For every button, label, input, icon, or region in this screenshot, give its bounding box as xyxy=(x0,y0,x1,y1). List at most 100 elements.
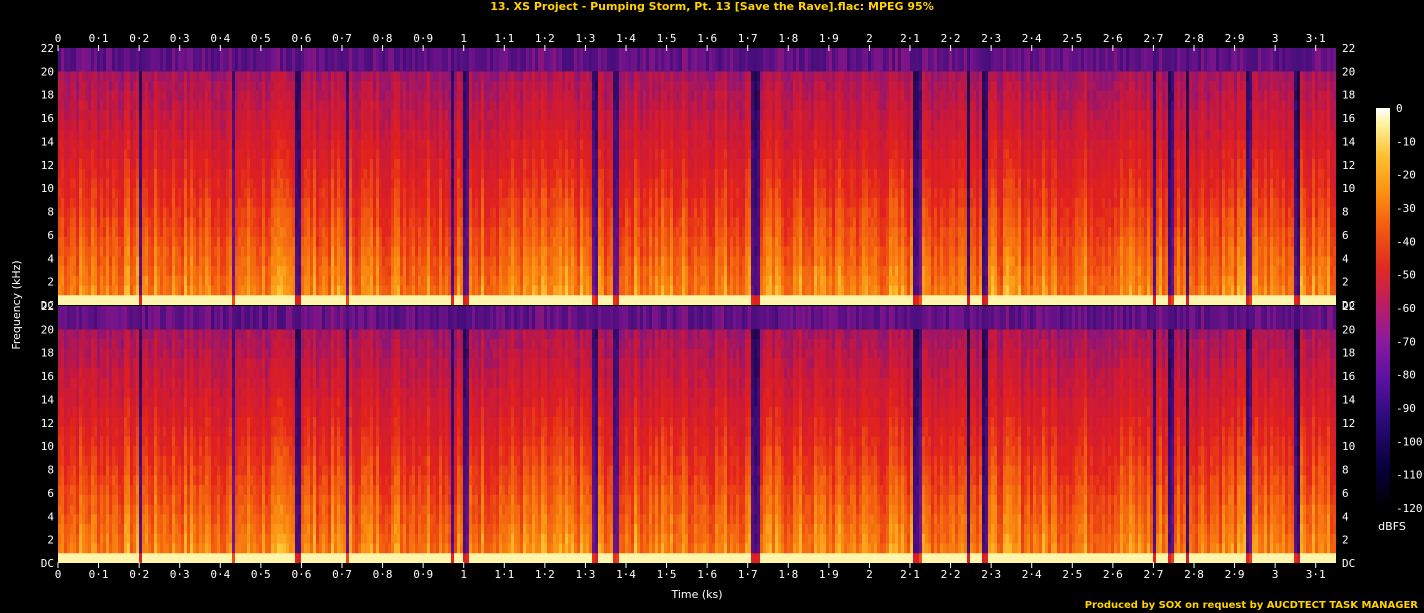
spectrum-cell xyxy=(394,197,398,209)
spectrum-cell xyxy=(352,71,356,82)
spectrum-cell xyxy=(295,100,299,111)
spectrum-cell xyxy=(190,236,194,248)
spectrum-cell xyxy=(370,158,374,170)
spectrum-cell xyxy=(445,207,449,218)
spectrum-cell xyxy=(316,100,320,111)
spectrum-cell xyxy=(199,120,203,131)
spectrum-cell xyxy=(214,110,218,121)
spectrum-cell xyxy=(238,168,242,180)
spectrum-cell xyxy=(400,246,404,257)
spectrum-cell xyxy=(316,110,320,121)
spectrum-cell xyxy=(409,110,413,121)
spectrum-cell xyxy=(208,266,212,277)
spectrum-cell xyxy=(355,129,359,141)
spectrum-cell xyxy=(313,246,317,257)
spectrum-cell xyxy=(235,197,239,209)
spectrum-cell xyxy=(436,188,440,199)
spectrum-cell xyxy=(133,90,137,102)
spectrum-cell xyxy=(355,48,359,72)
spectrum-cell xyxy=(61,178,65,189)
spectrum-cell xyxy=(124,129,128,141)
spectrum-cell xyxy=(232,48,236,72)
spectrum-cell xyxy=(178,168,182,180)
spectrum-cell xyxy=(136,217,140,228)
spectrum-cell xyxy=(181,139,185,150)
spectrum-cell xyxy=(220,81,224,92)
spectrum-cell xyxy=(121,81,125,92)
spectrum-cell xyxy=(91,110,95,121)
spectrum-cell xyxy=(403,256,407,267)
spectrum-cell xyxy=(100,139,104,150)
spectrum-cell xyxy=(238,227,242,238)
spectrum-cell xyxy=(58,197,62,209)
spectrum-cell xyxy=(421,100,425,111)
spectrum-cell xyxy=(454,246,458,257)
spectrum-cell xyxy=(166,227,170,238)
spectrum-cell xyxy=(301,227,305,238)
spectrum-cell xyxy=(157,178,161,189)
spectrum-cell xyxy=(133,188,137,199)
spectrum-cell xyxy=(367,266,371,277)
spectrum-cell xyxy=(397,110,401,121)
spectrum-cell xyxy=(205,81,209,92)
spectrum-cell xyxy=(310,81,314,92)
spectrum-cell xyxy=(355,188,359,199)
spectrum-cell xyxy=(409,129,413,141)
spectrum-cell xyxy=(412,120,416,131)
spectrum-cell xyxy=(292,168,296,180)
spectrum-cell xyxy=(196,275,200,287)
spectrum-cell xyxy=(130,275,134,287)
spectrum-cell xyxy=(205,139,209,150)
spectrum-cell xyxy=(115,71,119,82)
spectrum-cell xyxy=(394,120,398,131)
spectrum-cell xyxy=(121,48,125,72)
spectrum-cell xyxy=(316,295,320,305)
spectrum-cell xyxy=(283,158,287,170)
spectrum-cell xyxy=(247,90,251,102)
spectrum-cell xyxy=(424,120,428,131)
spectrum-cell xyxy=(415,158,419,170)
spectrum-cell xyxy=(151,197,155,209)
spectrum-cell xyxy=(79,285,83,296)
spectrum-cell xyxy=(85,197,89,209)
spectrum-cell xyxy=(448,158,452,170)
spectrum-cell xyxy=(373,207,377,218)
spectrum-cell xyxy=(385,178,389,189)
spectrum-cell xyxy=(244,275,248,287)
spectrum-cell xyxy=(448,168,452,180)
spectrum-cell xyxy=(349,158,353,170)
spectrum-cell xyxy=(430,120,434,131)
spectrum-cell xyxy=(274,236,278,248)
spectrum-cell xyxy=(352,246,356,257)
spectrum-cell xyxy=(241,149,245,160)
spectrum-cell xyxy=(451,295,455,305)
spectrum-cell xyxy=(319,139,323,150)
spectrum-cell xyxy=(307,100,311,111)
spectrum-cell xyxy=(307,236,311,248)
spectrum-cell xyxy=(205,178,209,189)
spectrum-cell xyxy=(220,256,224,267)
spectrum-cell xyxy=(178,285,182,296)
spectrum-cell xyxy=(211,217,215,228)
spectrum-cell xyxy=(106,110,110,121)
spectrum-cell xyxy=(193,236,197,248)
spectrum-cell xyxy=(235,48,239,72)
spectrum-cell xyxy=(73,178,77,189)
spectrum-cell xyxy=(334,100,338,111)
spectrum-cell xyxy=(232,158,236,170)
spectrum-cell xyxy=(334,295,338,305)
spectrum-cell xyxy=(397,256,401,267)
spectrum-cell xyxy=(256,110,260,121)
spectrum-cell xyxy=(322,90,326,102)
spectrum-cell xyxy=(325,129,329,141)
spectrum-cell xyxy=(343,158,347,170)
spectrum-cell xyxy=(145,178,149,189)
spectrum-cell xyxy=(265,266,269,277)
spectrum-cell xyxy=(193,275,197,287)
spectrum-cell xyxy=(376,90,380,102)
spectrum-cell xyxy=(253,120,257,131)
spectrum-cell xyxy=(358,178,362,189)
spectrum-cell xyxy=(199,246,203,257)
spectrum-cell xyxy=(184,81,188,92)
spectrum-cell xyxy=(217,158,221,170)
